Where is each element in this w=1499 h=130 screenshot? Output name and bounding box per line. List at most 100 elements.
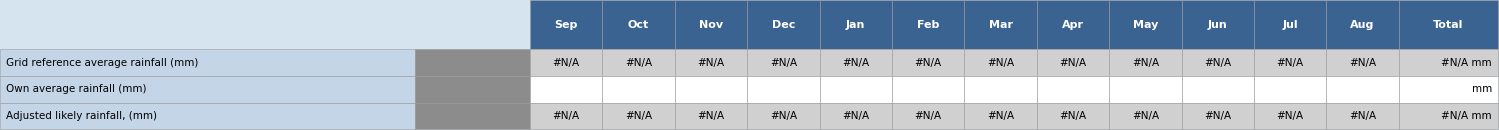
Bar bbox=[892, 103, 964, 129]
Text: Nov: Nov bbox=[699, 20, 723, 30]
Bar bbox=[603, 76, 675, 103]
Text: #N/A: #N/A bbox=[1060, 58, 1087, 68]
Bar bbox=[1327, 76, 1399, 103]
Bar bbox=[529, 76, 603, 103]
Bar bbox=[1109, 0, 1181, 49]
Bar bbox=[892, 49, 964, 76]
Bar bbox=[1253, 49, 1327, 76]
Bar bbox=[1109, 49, 1181, 76]
Bar bbox=[1327, 49, 1399, 76]
Bar bbox=[747, 49, 820, 76]
Text: mm: mm bbox=[1472, 84, 1492, 94]
Bar bbox=[747, 0, 820, 49]
Text: May: May bbox=[1133, 20, 1159, 30]
Bar bbox=[820, 0, 892, 49]
Text: Jan: Jan bbox=[845, 20, 865, 30]
Bar bbox=[0, 76, 415, 103]
Bar bbox=[964, 0, 1037, 49]
Text: #N/A: #N/A bbox=[1204, 111, 1231, 121]
Bar bbox=[675, 0, 747, 49]
Bar bbox=[1399, 103, 1498, 129]
Text: #N/A: #N/A bbox=[842, 58, 869, 68]
Bar bbox=[964, 103, 1037, 129]
Text: Aug: Aug bbox=[1351, 20, 1375, 30]
Bar bbox=[1037, 49, 1109, 76]
Text: #N/A: #N/A bbox=[625, 58, 652, 68]
Bar bbox=[603, 103, 675, 129]
Bar bbox=[1181, 76, 1253, 103]
Text: #N/A: #N/A bbox=[770, 58, 797, 68]
Text: #N/A: #N/A bbox=[1349, 58, 1376, 68]
Text: #N/A: #N/A bbox=[1204, 58, 1231, 68]
Text: #N/A: #N/A bbox=[1277, 111, 1304, 121]
Text: #N/A: #N/A bbox=[1132, 111, 1159, 121]
Bar bbox=[675, 76, 747, 103]
Text: Grid reference average rainfall (mm): Grid reference average rainfall (mm) bbox=[6, 58, 198, 68]
Text: Sep: Sep bbox=[555, 20, 577, 30]
Bar bbox=[892, 76, 964, 103]
Text: #N/A: #N/A bbox=[770, 111, 797, 121]
Bar bbox=[892, 0, 964, 49]
Text: #N/A: #N/A bbox=[842, 111, 869, 121]
Bar bbox=[1109, 103, 1181, 129]
Bar bbox=[820, 103, 892, 129]
Bar bbox=[1327, 103, 1399, 129]
Text: Dec: Dec bbox=[772, 20, 794, 30]
Bar bbox=[415, 49, 529, 76]
Bar bbox=[1399, 0, 1498, 49]
Bar bbox=[529, 49, 603, 76]
Text: Total: Total bbox=[1433, 20, 1463, 30]
Text: #N/A mm: #N/A mm bbox=[1442, 58, 1492, 68]
Bar bbox=[603, 49, 675, 76]
Text: Feb: Feb bbox=[917, 20, 940, 30]
Text: #N/A: #N/A bbox=[1132, 58, 1159, 68]
Bar bbox=[1037, 103, 1109, 129]
Bar bbox=[415, 76, 529, 103]
Text: #N/A: #N/A bbox=[697, 58, 724, 68]
Bar bbox=[0, 49, 415, 76]
Bar bbox=[1253, 76, 1327, 103]
Bar bbox=[603, 0, 675, 49]
Text: #N/A: #N/A bbox=[625, 111, 652, 121]
Bar bbox=[415, 103, 529, 129]
Bar bbox=[1181, 103, 1253, 129]
Bar bbox=[964, 76, 1037, 103]
Text: Jun: Jun bbox=[1208, 20, 1228, 30]
Text: #N/A: #N/A bbox=[914, 111, 941, 121]
Text: Mar: Mar bbox=[988, 20, 1012, 30]
Bar bbox=[675, 49, 747, 76]
Text: #N/A: #N/A bbox=[986, 58, 1013, 68]
Bar bbox=[0, 0, 529, 49]
Text: Adjusted likely rainfall, (mm): Adjusted likely rainfall, (mm) bbox=[6, 111, 157, 121]
Text: #N/A: #N/A bbox=[553, 111, 580, 121]
Text: #N/A: #N/A bbox=[697, 111, 724, 121]
Bar bbox=[1181, 49, 1253, 76]
Text: #N/A: #N/A bbox=[1277, 58, 1304, 68]
Text: Jul: Jul bbox=[1282, 20, 1298, 30]
Text: #N/A mm: #N/A mm bbox=[1442, 111, 1492, 121]
Bar bbox=[1399, 76, 1498, 103]
Bar bbox=[0, 103, 415, 129]
Bar bbox=[675, 103, 747, 129]
Bar bbox=[747, 103, 820, 129]
Bar bbox=[1253, 0, 1327, 49]
Bar bbox=[747, 76, 820, 103]
Text: #N/A: #N/A bbox=[986, 111, 1013, 121]
Bar bbox=[1037, 76, 1109, 103]
Bar bbox=[529, 0, 603, 49]
Text: #N/A: #N/A bbox=[1060, 111, 1087, 121]
Bar bbox=[1037, 0, 1109, 49]
Text: #N/A: #N/A bbox=[1349, 111, 1376, 121]
Bar bbox=[820, 76, 892, 103]
Text: #N/A: #N/A bbox=[553, 58, 580, 68]
Bar bbox=[1253, 103, 1327, 129]
Bar bbox=[1181, 0, 1253, 49]
Bar bbox=[1327, 0, 1399, 49]
Bar bbox=[529, 103, 603, 129]
Text: Apr: Apr bbox=[1061, 20, 1084, 30]
Bar bbox=[1399, 49, 1498, 76]
Bar bbox=[1109, 76, 1181, 103]
Bar bbox=[820, 49, 892, 76]
Text: Oct: Oct bbox=[628, 20, 649, 30]
Text: Own average rainfall (mm): Own average rainfall (mm) bbox=[6, 84, 147, 94]
